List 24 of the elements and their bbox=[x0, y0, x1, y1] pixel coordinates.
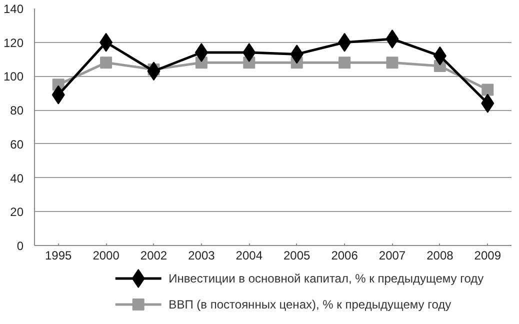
y-tick-label: 80 bbox=[10, 104, 24, 118]
x-tick-label: 2008 bbox=[426, 248, 454, 262]
x-tick-label: 2006 bbox=[331, 248, 358, 262]
x-tick-label: 1995 bbox=[45, 248, 72, 262]
y-tick-label: 60 bbox=[10, 137, 24, 152]
x-tick-label: 2004 bbox=[236, 248, 263, 262]
legend-label: Инвестиции в основной капитал, % к предыдущему году bbox=[168, 272, 484, 286]
x-tick-label: 2003 bbox=[188, 248, 216, 262]
x-tick-label: 2000 bbox=[92, 248, 120, 262]
point bbox=[482, 84, 494, 96]
y-tick-label: 20 bbox=[10, 205, 24, 220]
y-tick-label: 120 bbox=[3, 36, 24, 50]
y-tick-label: 100 bbox=[3, 70, 24, 84]
x-tick-label: 2002 bbox=[140, 248, 168, 262]
y-tick-label: 0 bbox=[16, 239, 24, 253]
y-tick-label: 40 bbox=[10, 171, 24, 186]
x-tick-label: 2009 bbox=[474, 248, 502, 262]
x-tick-label: 2005 bbox=[284, 248, 311, 262]
point bbox=[386, 56, 398, 69]
y-tick-label: 140 bbox=[3, 2, 24, 16]
x-tick-label: 2007 bbox=[378, 248, 406, 262]
point bbox=[100, 56, 112, 69]
point bbox=[338, 56, 351, 69]
legend-label: ВВП (в постоянных ценах), % к предыдущему году bbox=[168, 298, 452, 312]
